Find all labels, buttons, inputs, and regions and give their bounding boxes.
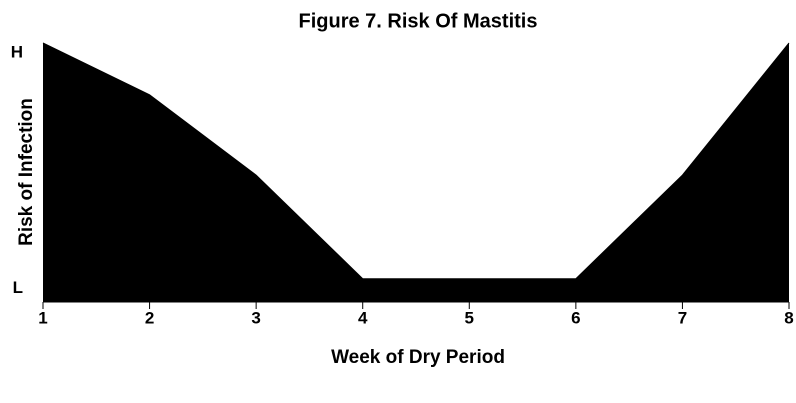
area-line <box>42 42 790 280</box>
chart-title: Figure 7. Risk Of Mastitis <box>299 10 538 32</box>
x-axis-label: Week of Dry Period <box>331 347 505 368</box>
x-tick-label: 3 <box>251 308 260 327</box>
y-tick-label: H <box>11 42 23 61</box>
x-tick-label: 1 <box>38 308 47 327</box>
y-axis-label: Risk of Infection <box>16 98 37 246</box>
x-tick-label: 4 <box>358 308 368 327</box>
x-tick-label: 8 <box>784 308 793 327</box>
x-tick-label: 5 <box>465 308 474 327</box>
area-fill <box>43 43 789 302</box>
x-tick-label: 6 <box>571 308 580 327</box>
x-tick-label: 7 <box>678 308 687 327</box>
x-tick-label: 2 <box>145 308 154 327</box>
y-tick-label: L <box>13 278 23 297</box>
